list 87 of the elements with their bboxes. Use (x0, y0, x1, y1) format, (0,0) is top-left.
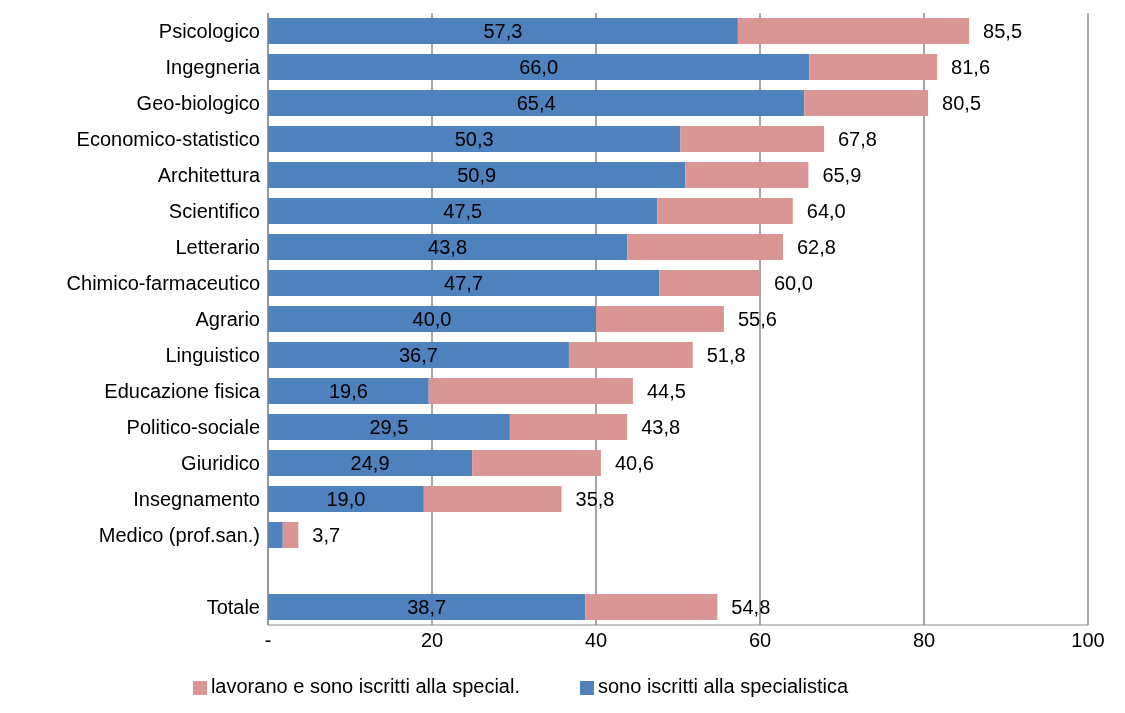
y-tick-label: Architettura (157, 164, 261, 187)
bar (596, 306, 724, 332)
y-tick-label: Linguistico (165, 344, 260, 367)
bar (568, 342, 693, 368)
bar (428, 378, 633, 404)
bar (268, 522, 283, 548)
bar (282, 522, 299, 548)
bar (268, 54, 810, 80)
bar (423, 486, 562, 512)
total-label: 64,0 (806, 200, 846, 223)
total-label: 43,8 (641, 416, 681, 439)
x-tick-label: 40 (584, 629, 608, 652)
total-label: 54,8 (731, 596, 771, 619)
data-label: 66,0 (519, 56, 559, 79)
total-label: 44,5 (646, 380, 686, 403)
bar (809, 54, 938, 80)
bar (268, 90, 805, 116)
total-label: 65,9 (822, 164, 862, 187)
y-tick-label: Agrario (195, 308, 260, 331)
total-label: 51,8 (706, 344, 746, 367)
bar (268, 162, 686, 188)
data-label: 50,3 (454, 128, 494, 151)
bar (627, 234, 783, 260)
legend-label: sono iscritti alla specialistica (597, 675, 849, 697)
x-tick-label: 80 (912, 629, 936, 652)
bar (509, 414, 628, 440)
total-label: 3,7 (312, 524, 341, 547)
legend-label: lavorano e sono iscritti alla special. (210, 675, 520, 697)
total-label: 60,0 (774, 272, 813, 295)
bar (659, 270, 760, 296)
data-label: 38,7 (407, 596, 447, 619)
data-label: 47,5 (443, 200, 483, 223)
data-label: 47,7 (444, 272, 484, 295)
y-tick-label: Letterario (175, 236, 260, 259)
bar (268, 18, 738, 44)
total-label: 81,6 (951, 56, 991, 79)
bar (268, 414, 510, 440)
total-label: 40,6 (614, 452, 654, 475)
data-label: 19,0 (326, 488, 366, 511)
bar (268, 378, 429, 404)
y-tick-label: Geo-biologico (136, 92, 260, 115)
total-label: 80,5 (942, 92, 982, 115)
bar (268, 198, 658, 224)
total-label: 62,8 (796, 236, 836, 259)
bar (585, 594, 718, 620)
bar (268, 342, 569, 368)
bar (268, 306, 596, 332)
y-tick-label: Medico (prof.san.) (98, 524, 260, 547)
y-tick-label: Scientifico (168, 200, 260, 223)
x-tick-label: - (264, 629, 272, 652)
data-label: 36,7 (399, 344, 438, 367)
y-tick-label: Economico-statistico (76, 128, 260, 151)
data-label: 19,6 (328, 380, 368, 403)
x-tick-label: 20 (420, 629, 444, 652)
y-tick-label: Politico-sociale (126, 416, 260, 439)
bar (268, 594, 586, 620)
data-label: 40,0 (412, 308, 452, 331)
bar (680, 126, 824, 152)
data-label: 24,9 (350, 452, 390, 475)
data-label: 50,9 (457, 164, 497, 187)
bar (685, 162, 809, 188)
bar (472, 450, 601, 476)
bar (268, 270, 660, 296)
data-label: 29,5 (369, 416, 409, 439)
y-tick-label: Educazione fisica (104, 380, 261, 403)
bar (804, 90, 929, 116)
y-tick-label: Giuridico (181, 452, 260, 475)
total-label: 85,5 (983, 20, 1023, 43)
bar (268, 126, 681, 152)
y-tick-label: Ingegneria (165, 56, 261, 79)
bar (737, 18, 970, 44)
y-tick-label: Totale (206, 596, 260, 619)
x-tick-label: 60 (748, 629, 772, 652)
data-label: 65,4 (516, 92, 556, 115)
total-label: 55,6 (737, 308, 777, 331)
bar (268, 450, 473, 476)
data-label: 57,3 (483, 20, 523, 43)
data-label: 43,8 (428, 236, 468, 259)
total-label: 67,8 (837, 128, 877, 151)
x-tick-label: 100 (1071, 629, 1105, 652)
y-tick-label: Chimico-farmaceutico (66, 272, 260, 295)
y-tick-label: Psicologico (158, 20, 260, 43)
y-tick-label: Insegnamento (133, 488, 260, 511)
bar (268, 234, 628, 260)
bar (268, 486, 424, 512)
bar (657, 198, 793, 224)
total-label: 35,8 (575, 488, 615, 511)
